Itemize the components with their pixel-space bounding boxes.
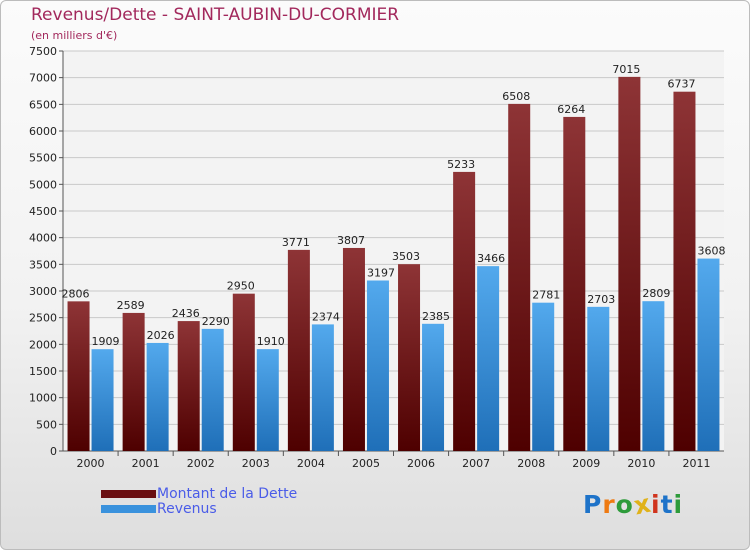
- x-tick-label: 2003: [242, 457, 270, 470]
- data-label-dette: 2436: [172, 307, 200, 320]
- bar-dette: [287, 249, 310, 451]
- data-label-revenus: 1909: [92, 335, 120, 348]
- y-tick-label: 7500: [29, 45, 57, 58]
- y-tick-label: 3500: [29, 258, 57, 271]
- proxiti-logo: Proxiti: [583, 489, 684, 521]
- x-tick-label: 2011: [682, 457, 710, 470]
- x-tick-label: 2010: [627, 457, 655, 470]
- bar-dette: [177, 321, 200, 451]
- data-label-revenus: 2026: [147, 329, 175, 342]
- data-label-dette: 3771: [282, 236, 310, 249]
- y-tick-label: 4000: [29, 232, 57, 245]
- y-tick-label: 4500: [29, 205, 57, 218]
- bar-dette: [122, 312, 145, 451]
- data-label-dette: 2950: [227, 280, 255, 293]
- legend-label-dette: Montant de la Dette: [157, 486, 298, 502]
- data-label-revenus: 3197: [367, 266, 395, 279]
- bar-revenus: [91, 349, 114, 451]
- y-tick-label: 2500: [29, 312, 57, 325]
- data-label-revenus: 1910: [257, 335, 285, 348]
- x-tick-label: 2000: [77, 457, 105, 470]
- axes: [59, 50, 724, 456]
- data-label-revenus: 2385: [422, 310, 450, 323]
- chart-title: Revenus/Dette - SAINT-AUBIN-DU-CORMIER: [31, 5, 400, 25]
- bar-revenus: [256, 349, 279, 451]
- data-label-dette: 6508: [502, 90, 530, 103]
- logo-letter: i: [651, 490, 661, 519]
- y-tick-label: 6000: [29, 125, 57, 138]
- x-tick-label: 2004: [297, 457, 325, 470]
- bar-dette: [398, 264, 421, 451]
- data-label-dette: 2589: [117, 299, 145, 312]
- bar-dette: [673, 91, 696, 452]
- bar-dette: [67, 301, 90, 451]
- y-tick-label: 0: [50, 445, 57, 458]
- logo-letter: t: [660, 490, 674, 519]
- labels: 0 500 1000 1500 2000 2500 3000 3500 4000 4500 5000…: [29, 45, 725, 470]
- bar-dette: [342, 247, 365, 451]
- y-tick-label: 500: [36, 418, 57, 431]
- logo-letter: r: [602, 490, 616, 519]
- bar-revenus: [532, 302, 555, 451]
- bars: [67, 76, 720, 452]
- y-tick-label: 1500: [29, 365, 57, 378]
- y-tick-label: 5500: [29, 152, 57, 165]
- x-tick-label: 2005: [352, 457, 380, 470]
- chart-subtitle: (en milliers d'€): [31, 29, 118, 42]
- data-label-revenus: 3608: [697, 245, 725, 258]
- y-tick-label: 2000: [29, 338, 57, 351]
- y-tick-label: 1000: [29, 392, 57, 405]
- data-label-revenus: 2781: [532, 289, 560, 302]
- data-label-revenus: 2290: [202, 315, 230, 328]
- bar-revenus: [587, 306, 610, 451]
- x-tick-label: 2001: [132, 457, 160, 470]
- data-label-revenus: 2703: [587, 293, 615, 306]
- bar-dette: [508, 103, 531, 451]
- bar-dette: [618, 76, 641, 451]
- bar-revenus: [201, 328, 224, 451]
- bar-dette: [453, 171, 476, 451]
- data-label-dette: 3807: [337, 234, 365, 247]
- bar-dette: [232, 293, 255, 451]
- legend-swatch-revenus: [101, 505, 156, 513]
- bar-revenus: [697, 258, 720, 451]
- bar-revenus: [422, 323, 445, 451]
- y-tick-label: 5000: [29, 178, 57, 191]
- bar-revenus: [366, 280, 389, 451]
- data-label-dette: 2806: [62, 287, 90, 300]
- logo-letter: o: [615, 490, 634, 519]
- data-label-dette: 3503: [392, 250, 420, 263]
- data-label-dette: 5233: [447, 158, 475, 171]
- x-tick-label: 2002: [187, 457, 215, 470]
- logo-letter: P: [583, 490, 603, 519]
- logo-letter: i: [673, 490, 684, 519]
- legend-label-revenus: Revenus: [157, 501, 217, 517]
- y-tick-label: 3000: [29, 285, 57, 298]
- x-tick-label: 2009: [572, 457, 600, 470]
- bar-revenus: [146, 342, 169, 451]
- data-label-revenus: 3466: [477, 252, 505, 265]
- x-tick-label: 2008: [517, 457, 545, 470]
- x-tick-label: 2007: [462, 457, 490, 470]
- data-label-dette: 6737: [667, 78, 695, 91]
- data-label-revenus: 2809: [642, 287, 670, 300]
- legend-swatch-dette: [101, 490, 156, 498]
- y-tick-label: 6500: [29, 98, 57, 111]
- data-label-dette: 6264: [557, 103, 585, 116]
- bar-revenus: [642, 301, 665, 451]
- grid-lines: [63, 50, 724, 451]
- data-label-revenus: 2374: [312, 310, 340, 323]
- bar-dette: [563, 116, 586, 452]
- y-tick-label: 7000: [29, 72, 57, 85]
- plot-background: [63, 51, 724, 451]
- data-label-dette: 7015: [612, 63, 640, 76]
- bar-revenus: [477, 266, 500, 451]
- bar-revenus: [311, 324, 334, 451]
- x-tick-label: 2006: [407, 457, 435, 470]
